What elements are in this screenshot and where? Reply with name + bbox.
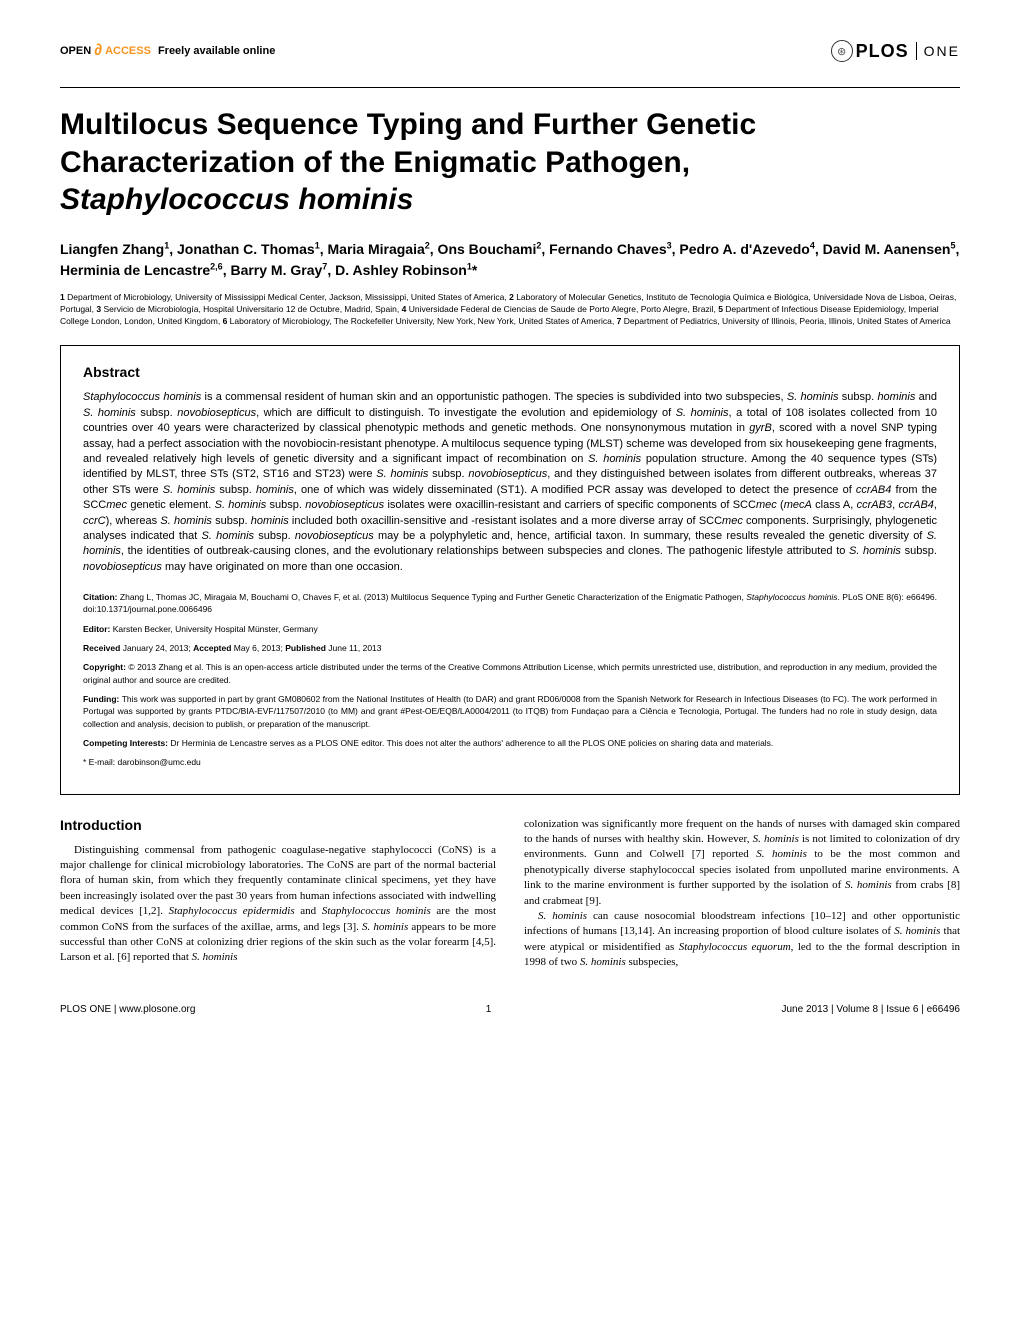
open-access-badge: OPEN ∂ ACCESS Freely available online [60, 42, 275, 60]
abstract-heading: Abstract [83, 364, 937, 380]
editor: Editor: Karsten Becker, University Hospi… [83, 623, 937, 635]
intro-col2-text: colonization was significantly more freq… [524, 817, 960, 971]
unlock-icon: ∂ [94, 42, 102, 60]
title-line2: Characterization of the Enigmatic Pathog… [60, 146, 690, 179]
brand-divider [916, 42, 917, 60]
abstract-box: Abstract Staphylococcus hominis is a com… [60, 345, 960, 794]
plos-logo-icon: ⊛ [831, 40, 853, 62]
oa-open-text: OPEN [60, 45, 91, 57]
author-list: Liangfen Zhang1, Jonathan C. Thomas1, Ma… [60, 239, 960, 281]
footer-left: PLOS ONE | www.plosone.org [60, 1004, 195, 1015]
footer-page-number: 1 [486, 1004, 492, 1015]
citation: Citation: Zhang L, Thomas JC, Miragaia M… [83, 591, 937, 616]
header-rule [60, 87, 960, 88]
journal-brand: ⊛ PLOS ONE [831, 40, 960, 62]
oa-free-text: Freely available online [158, 45, 275, 57]
title-line3: Staphylococcus hominis [60, 183, 413, 216]
intro-col1-text: Distinguishing commensal from pathogenic… [60, 843, 496, 966]
corresponding-email: * E-mail: darobinson@umc.edu [83, 756, 937, 768]
plos-one-text: ONE [924, 43, 960, 59]
article-title: Multilocus Sequence Typing and Further G… [60, 106, 960, 219]
column-right: colonization was significantly more freq… [524, 817, 960, 971]
introduction-heading: Introduction [60, 817, 496, 833]
copyright: Copyright: © 2013 Zhang et al. This is a… [83, 661, 937, 686]
column-left: Introduction Distinguishing commensal fr… [60, 817, 496, 971]
footer-right: June 2013 | Volume 8 | Issue 6 | e66496 [782, 1004, 960, 1015]
title-line1: Multilocus Sequence Typing and Further G… [60, 108, 756, 141]
dates: Received January 24, 2013; Accepted May … [83, 642, 937, 654]
plos-text: PLOS [856, 41, 909, 62]
page-footer: PLOS ONE | www.plosone.org 1 June 2013 |… [60, 1000, 960, 1015]
competing-interests: Competing Interests: Dr Herminia de Lenc… [83, 737, 937, 749]
abstract-text: Staphylococcus hominis is a commensal re… [83, 390, 937, 575]
introduction-section: Introduction Distinguishing commensal fr… [60, 817, 960, 971]
funding: Funding: This work was supported in part… [83, 693, 937, 730]
oa-access-text: ACCESS [105, 45, 151, 57]
affiliations: 1 Department of Microbiology, University… [60, 291, 960, 328]
page-header: OPEN ∂ ACCESS Freely available online ⊛ … [60, 40, 960, 62]
